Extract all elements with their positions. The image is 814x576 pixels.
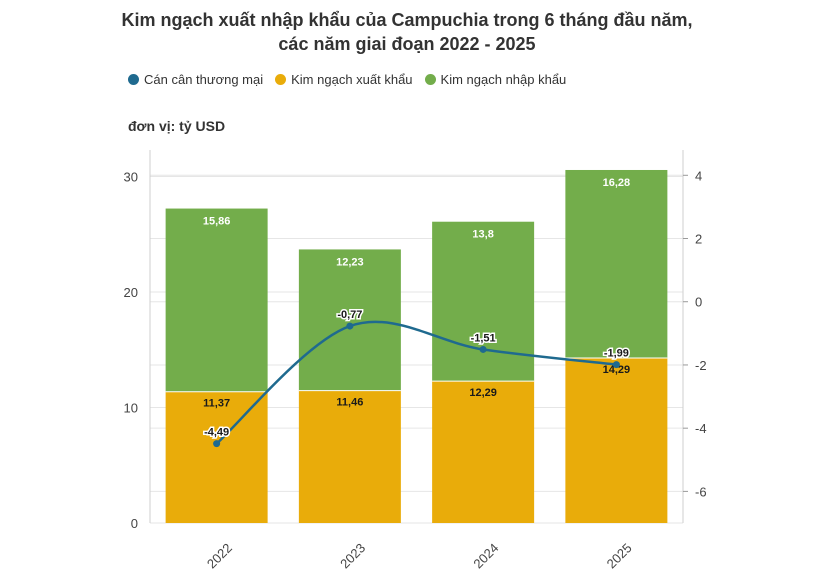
- x-tick-2022: 2022: [204, 540, 235, 571]
- balance-line: [215, 320, 617, 445]
- legend-swatch-import: [424, 74, 436, 85]
- chart-title: Kim ngạch xuất nhập khẩu của Campuchia t…: [0, 8, 814, 56]
- bar-import-2025: [565, 169, 668, 358]
- bar-export-2025: [565, 357, 668, 523]
- label-balance-2022: -4,49: [204, 427, 229, 439]
- left-tick-20: 20: [124, 285, 138, 300]
- balance-point-2023: [346, 322, 354, 330]
- legend-label-export: Kim ngạch xuất khẩu: [291, 72, 413, 87]
- balance-point-2022: [213, 440, 221, 448]
- right-tick-4: 4: [695, 168, 702, 183]
- right-tick-2: 2: [695, 232, 702, 247]
- bar-import-2023: [298, 249, 401, 391]
- balance-point-2024: [479, 345, 487, 353]
- x-tick-2024: 2024: [470, 540, 501, 571]
- bar-export-2023: [298, 390, 401, 523]
- left-tick-30: 30: [124, 170, 138, 185]
- chart-title-line-2: các năm giai đoạn 2022 - 2025: [278, 34, 536, 54]
- legend-item-export[interactable]: Kim ngạch xuất khẩu: [275, 72, 413, 87]
- label-export-2025: 14,29: [603, 364, 631, 376]
- x-tick-2023: 2023: [337, 540, 368, 571]
- legend-item-balance[interactable]: Cán cân thương mại: [128, 72, 263, 87]
- right-tick--2: -2: [695, 358, 707, 373]
- label-import-2022: 15,86: [203, 216, 231, 228]
- bar-import-2024: [432, 221, 535, 382]
- right-tick--4: -4: [695, 421, 707, 436]
- legend-swatch-export: [275, 74, 287, 85]
- label-balance-2024: -1,51: [471, 332, 496, 344]
- label-balance-2025: -1,99: [604, 348, 629, 360]
- legend: Cán cân thương mại Kim ngạch xuất khẩu K…: [128, 72, 578, 87]
- label-import-2025: 16,28: [603, 177, 631, 189]
- left-tick-0: 0: [131, 516, 138, 531]
- balance-point-2025: [612, 361, 620, 369]
- right-tick-0: 0: [695, 295, 702, 310]
- legend-item-import[interactable]: Kim ngạch nhập khẩu: [424, 72, 567, 87]
- label-import-2024: 13,8: [472, 229, 493, 241]
- bar-export-2024: [432, 381, 535, 523]
- x-tick-2025: 2025: [604, 540, 635, 571]
- label-export-2023: 11,46: [336, 397, 363, 409]
- right-tick--6: -6: [695, 484, 707, 499]
- bar-export-2022: [165, 391, 268, 523]
- legend-label-balance: Cán cân thương mại: [144, 72, 264, 87]
- unit-label: đơn vị: tỷ USD: [128, 118, 226, 134]
- label-export-2024: 12,29: [469, 387, 497, 399]
- left-tick-10: 10: [124, 401, 138, 416]
- label-balance-2023: -0,77: [337, 309, 362, 321]
- label-import-2023: 12,23: [336, 256, 364, 268]
- label-export-2022: 11,37: [203, 398, 230, 410]
- legend-swatch-balance: [128, 74, 139, 85]
- chart-title-line-1: Kim ngạch xuất nhập khẩu của Campuchia t…: [121, 10, 693, 30]
- legend-label-import: Kim ngạch nhập khẩu: [440, 72, 567, 87]
- bar-import-2022: [165, 208, 268, 392]
